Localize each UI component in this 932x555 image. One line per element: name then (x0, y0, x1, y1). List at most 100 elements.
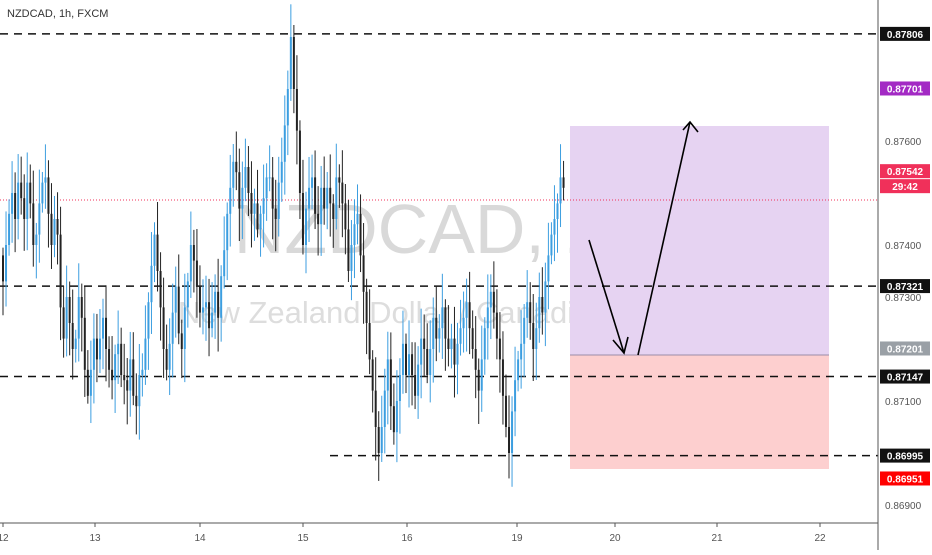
candle-body (326, 187, 329, 209)
candle-body (74, 338, 77, 349)
level-price-tag[interactable] (880, 279, 930, 294)
time-tick-label: 16 (401, 533, 413, 544)
candle-body (150, 265, 153, 303)
candlestick-series (2, 4, 565, 487)
candle-body (374, 390, 377, 427)
candle-body (71, 323, 74, 349)
candle-body (495, 312, 498, 339)
stop-price-tag[interactable] (880, 471, 930, 486)
candle-body (135, 395, 138, 407)
candle-body (89, 369, 92, 396)
candle-body (156, 234, 159, 271)
candle-body (205, 302, 208, 308)
price-tags[interactable]: 0.87806 0.87701 0.87542 29:42 0.87321 0.87201… (880, 26, 930, 486)
candle-body (344, 203, 347, 230)
candle-body (186, 281, 189, 308)
candle-body (544, 281, 547, 313)
candle-body (189, 245, 192, 282)
candle-body (474, 349, 477, 370)
candle-body (195, 260, 198, 287)
candle-body (132, 359, 135, 396)
candle-body (265, 177, 268, 199)
level-price-tag[interactable] (880, 448, 930, 463)
candle-body (41, 182, 44, 204)
candle-body (323, 187, 326, 209)
target-price-tag-label: 0.87701 (887, 84, 924, 95)
candle-body (56, 219, 59, 235)
candle-body (250, 193, 253, 214)
candle-body (532, 323, 535, 349)
candle-body (535, 328, 538, 349)
candle-body (332, 203, 335, 219)
candle-body (335, 177, 338, 219)
candle-body (92, 338, 95, 370)
candle-body (365, 291, 368, 323)
candle-body (435, 317, 438, 339)
stop-zone[interactable] (570, 355, 829, 469)
current-price-tag[interactable] (880, 164, 930, 179)
level-price-tag-label: 0.86995 (887, 452, 924, 463)
candle-body (386, 359, 389, 391)
candle-body (14, 193, 17, 219)
candle-body (171, 312, 174, 344)
candle-body (556, 203, 559, 219)
candle-body (289, 37, 292, 89)
candle-body (226, 213, 229, 251)
candle-body (220, 276, 223, 318)
candle-body (177, 286, 180, 334)
level-price-tag[interactable] (880, 369, 930, 384)
candle-body (29, 182, 32, 204)
horizontal-levels[interactable] (0, 33, 878, 457)
candle-body (408, 354, 411, 375)
candle-body (98, 338, 101, 360)
entry-price-tag[interactable] (880, 341, 930, 356)
candle-body (420, 338, 423, 365)
candle-body (180, 333, 183, 349)
candle-body (198, 286, 201, 313)
candle-body (526, 302, 529, 318)
time-axis[interactable] (0, 523, 878, 550)
candle-body (244, 167, 247, 188)
time-tick-label: 22 (814, 533, 826, 544)
candle-body (359, 213, 362, 256)
candle-body (283, 125, 286, 162)
target-zone[interactable] (570, 126, 829, 355)
candle-body (262, 198, 265, 214)
candle-body (371, 359, 374, 391)
countdown-price-tag[interactable] (880, 179, 930, 194)
candle-body (547, 255, 550, 282)
candle-body (529, 302, 532, 323)
price-tick-label: 0.87600 (885, 137, 922, 148)
price-tick-label: 0.87300 (885, 293, 922, 304)
candle-body (501, 359, 504, 396)
candle-body (411, 354, 414, 375)
candle-body (453, 338, 456, 365)
level-price-tag[interactable] (880, 26, 930, 41)
candle-body (268, 177, 271, 179)
candle-body (280, 161, 283, 183)
candle-body (320, 187, 323, 225)
candle-body (286, 89, 289, 126)
entry-price-tag-label: 0.87201 (887, 344, 924, 355)
candle-body (329, 187, 332, 204)
candle-body (17, 182, 20, 219)
candle-body (53, 219, 56, 245)
candle-body (562, 177, 565, 188)
candle-body (459, 328, 462, 344)
price-axis[interactable] (879, 0, 932, 523)
candle-body (108, 349, 111, 370)
projection-arrows[interactable] (588, 120, 699, 356)
candle-body (350, 245, 353, 271)
candle-body (514, 380, 517, 412)
candle-body (362, 255, 365, 292)
price-axis-ticks: 0.879000.876000.874000.873000.871000.869… (885, 137, 922, 512)
candle-body (159, 271, 162, 308)
candle-body (11, 193, 14, 214)
time-tick-label: 19 (511, 533, 523, 544)
time-tick-label: 21 (711, 533, 723, 544)
candle-body (447, 338, 450, 349)
target-price-tag[interactable] (880, 81, 930, 96)
candle-body (214, 291, 217, 313)
